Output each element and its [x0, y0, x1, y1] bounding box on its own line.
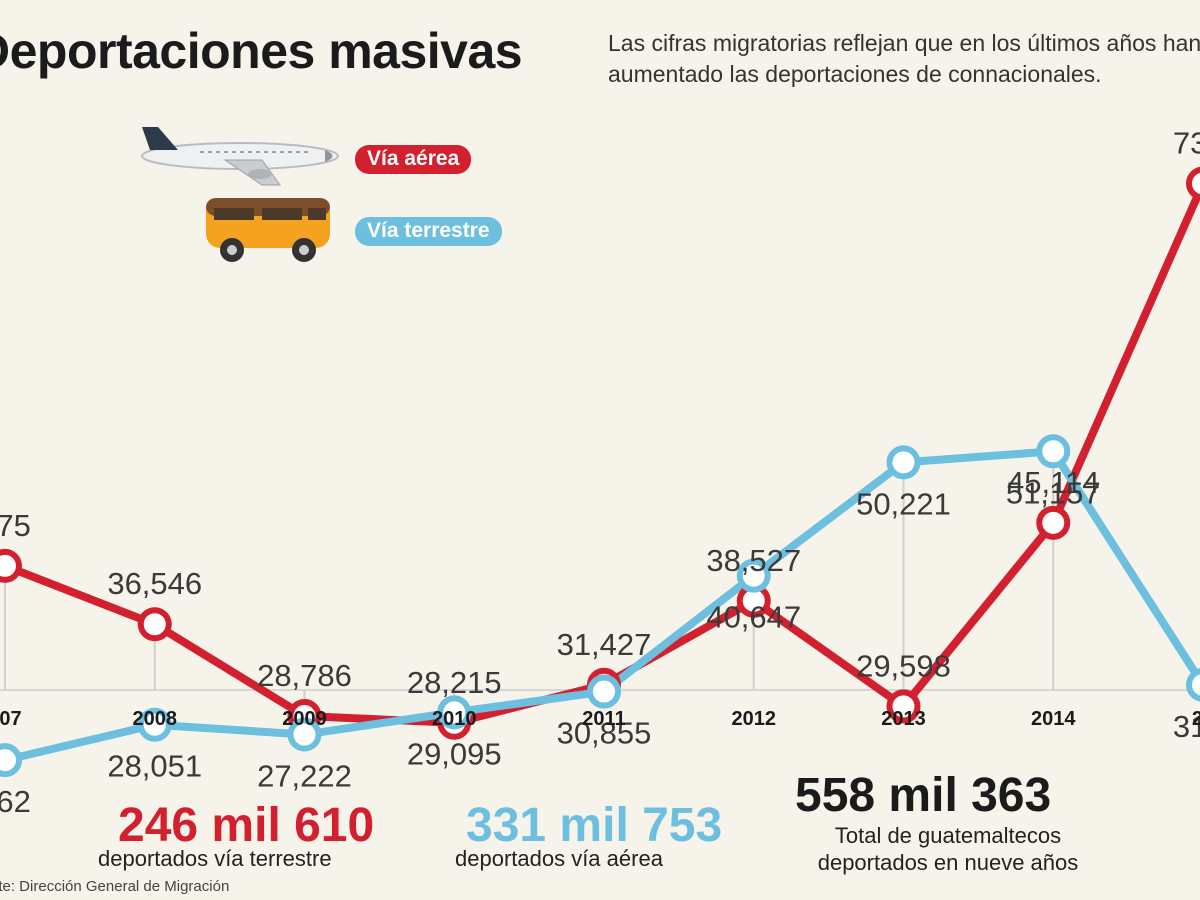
- tick-2014: 2014: [1031, 708, 1076, 730]
- label-air-2008: 36,546: [107, 566, 202, 601]
- point-land-2015: [1186, 668, 1200, 702]
- label-land-2015: 31,4: [1173, 709, 1200, 744]
- tick-2009: 2009: [282, 708, 327, 730]
- land-caption: deportados vía terrestre: [98, 846, 332, 871]
- label-air-2007: 475: [0, 508, 31, 543]
- point-land-2014: [1036, 434, 1071, 469]
- point-air-2007: [0, 548, 22, 583]
- label-air-2013: 29,598: [856, 648, 951, 683]
- tick-2015: 20: [1192, 708, 1200, 730]
- point-land-2009: [287, 717, 322, 752]
- tick-2010: 2010: [432, 708, 477, 730]
- label-air-2014: 45,114: [1007, 465, 1100, 500]
- tick-2012: 2012: [732, 708, 777, 730]
- label-air-2009: 28,786: [257, 658, 352, 693]
- land-total: 246 mil 610: [118, 799, 375, 852]
- tick-2011: 2011: [582, 708, 625, 730]
- point-air-2015: [1186, 166, 1200, 201]
- legend-air: Vía aérea: [355, 145, 472, 174]
- point-land-2007: [0, 743, 22, 778]
- point-land-2011: [587, 674, 621, 709]
- label-land-2013: 50,221: [856, 486, 951, 521]
- van-icon: [206, 198, 330, 262]
- label-air-2010: 28,215: [407, 665, 502, 700]
- label-air-2015: 73,7: [1173, 126, 1200, 161]
- tick-2007: 007: [0, 708, 22, 730]
- label-land-2010: 29,095: [407, 736, 502, 771]
- point-land-2012: [736, 558, 771, 593]
- point-land-2013: [886, 445, 921, 480]
- label-land-2008: 28,051: [107, 749, 202, 784]
- page-title: Deportaciones masivas: [0, 23, 523, 79]
- point-land-2010: [437, 695, 472, 730]
- point-land-2008: [137, 707, 172, 742]
- legend-land: Vía terrestre: [355, 217, 502, 246]
- tick-2008: 2008: [133, 708, 178, 730]
- label-land-2014: 51,157: [1006, 475, 1101, 510]
- tick-2013: 2013: [881, 708, 926, 730]
- grand-caption: Total de guatemaltecos deportados en nue…: [778, 822, 1118, 876]
- grand-total: 558 mil 363: [795, 769, 1052, 822]
- point-air-2014: [1036, 505, 1071, 540]
- label-land-2012: 40,647: [706, 600, 801, 635]
- air-caption: deportados vía aérea: [455, 846, 663, 871]
- point-air-2008: [137, 607, 172, 642]
- label-land-2009: 27,222: [257, 759, 352, 794]
- label-land-2007: 062: [0, 784, 31, 819]
- air-total: 331 mil 753: [466, 799, 723, 852]
- airplane-icon: [141, 127, 339, 186]
- label-air-2011: 31,427: [557, 627, 652, 662]
- point-air-2013: [886, 689, 921, 724]
- grand-caption-line-1: Total de guatemaltecos: [834, 823, 1062, 848]
- source-note: nte: Dirección General de Migración: [0, 878, 230, 895]
- label-air-2012: 38,527: [706, 543, 801, 578]
- subtitle: Las cifras migratorias reflejan que en l…: [608, 30, 1200, 87]
- grand-caption-line-2: deportados en nueve años: [817, 850, 1079, 875]
- label-land-2011: 30,855: [557, 716, 652, 751]
